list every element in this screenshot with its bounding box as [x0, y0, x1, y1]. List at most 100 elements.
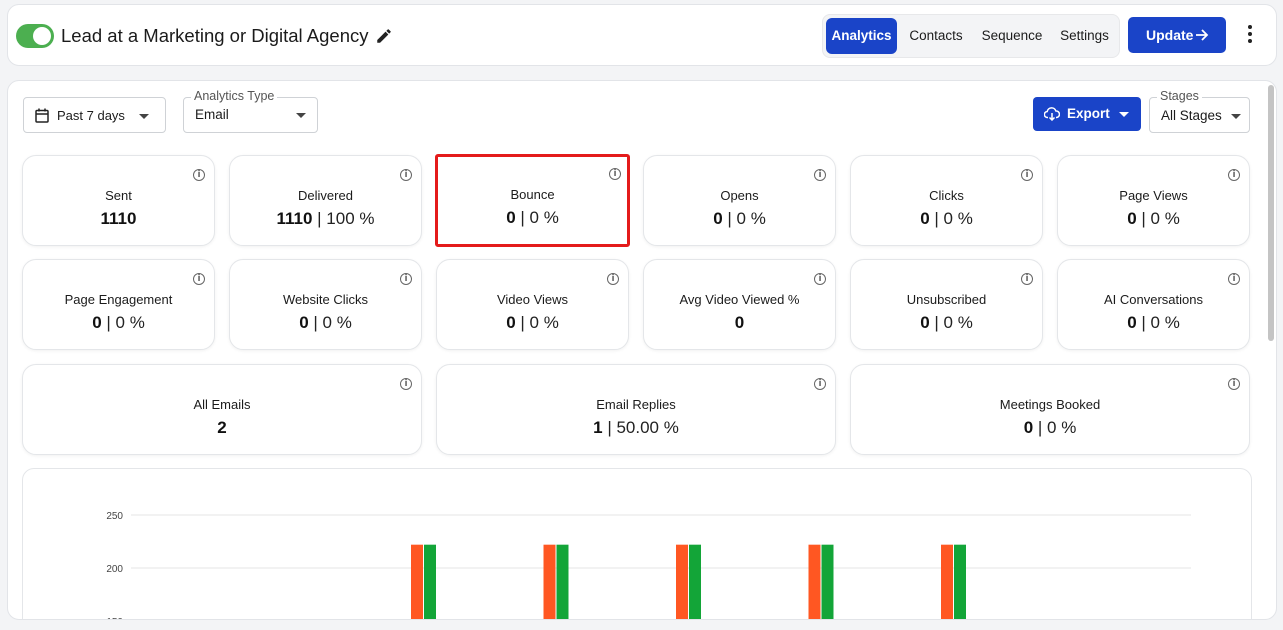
info-icon[interactable]: i: [400, 378, 412, 390]
tab-contacts[interactable]: Contacts: [909, 28, 963, 43]
bar: [411, 544, 423, 619]
export-label: Export: [1067, 106, 1110, 121]
metric-label: Clicks: [929, 188, 964, 203]
metric-card-ai-conversations: AI Conversations 0 | 0 % i: [1057, 259, 1250, 350]
info-icon[interactable]: i: [1228, 273, 1240, 285]
info-icon[interactable]: i: [193, 169, 205, 181]
info-icon[interactable]: i: [1228, 378, 1240, 390]
metric-value: 0 | 0 %: [1127, 209, 1180, 228]
update-button[interactable]: Update: [1128, 17, 1226, 53]
metric-value: 1110 | 100 %: [276, 209, 375, 228]
stages-legend: Stages: [1157, 89, 1202, 103]
date-range-select[interactable]: Past 7 days: [23, 97, 166, 133]
arrow-right-icon: [1196, 29, 1209, 41]
stages-select[interactable]: Stages All Stages: [1149, 89, 1250, 133]
tab-sequence[interactable]: Sequence: [981, 28, 1043, 43]
chevron-down-icon: [1119, 112, 1129, 117]
info-icon[interactable]: i: [1021, 273, 1033, 285]
metric-card-opens: Opens 0 | 0 % i: [643, 155, 836, 246]
metric-label: Email Replies: [596, 397, 676, 412]
bar: [821, 544, 834, 619]
metric-label: All Emails: [193, 397, 251, 412]
metric-value: 0 | 0 %: [1127, 313, 1180, 332]
metric-label: Page Views: [1119, 188, 1188, 203]
metric-label: Delivered: [298, 188, 353, 203]
metric-label: Sent: [105, 188, 132, 203]
metric-label: Video Views: [496, 292, 569, 307]
metric-card-clicks: Clicks 0 | 0 % i: [850, 155, 1043, 246]
bar: [543, 544, 556, 619]
bar-chart: 250 200 150: [106, 511, 1191, 619]
chevron-down-icon: [1231, 114, 1241, 119]
metric-card-email-replies: Email Replies 1 | 50.00 % i: [436, 364, 836, 455]
bar: [424, 544, 436, 619]
y-tick-label: 250: [106, 511, 123, 522]
info-icon[interactable]: i: [400, 169, 412, 181]
tab-settings[interactable]: Settings: [1060, 28, 1109, 43]
metric-value: 0 | 0 %: [506, 313, 559, 332]
metric-value: 1 | 50.00 %: [593, 418, 679, 437]
metric-value: 0 | 0 %: [506, 208, 559, 227]
info-icon[interactable]: i: [400, 273, 412, 285]
info-icon[interactable]: i: [1021, 169, 1033, 181]
metric-label: Meetings Booked: [999, 397, 1101, 412]
bar: [941, 544, 953, 619]
info-icon[interactable]: i: [607, 273, 619, 285]
metric-label: Website Clicks: [282, 292, 368, 307]
metric-label: Unsubscribed: [906, 292, 987, 307]
y-tick-label: 200: [106, 564, 123, 575]
metric-card-page-views: Page Views 0 | 0 % i: [1057, 155, 1250, 246]
metric-value: 0 | 0 %: [92, 313, 145, 332]
metric-label: Opens: [720, 188, 759, 203]
campaign-title: Lead at a Marketing or Digital Agency: [61, 25, 369, 46]
metric-label: AI Conversations: [1104, 292, 1203, 307]
metric-value: 0: [734, 313, 745, 332]
metric-value: 0 | 0 %: [920, 209, 973, 228]
email-activity-chart: 250 200 150: [22, 468, 1252, 619]
metric-value: 0 | 0 %: [713, 209, 766, 228]
metric-label: Page Engagement: [64, 292, 173, 307]
info-icon[interactable]: i: [814, 378, 826, 390]
metric-card-page-engagement: Page Engagement 0 | 0 % i: [22, 259, 215, 350]
analytics-type-value: Email: [195, 107, 229, 122]
update-button-label: Update: [1146, 27, 1194, 43]
tab-analytics[interactable]: Analytics: [826, 18, 897, 54]
bar: [556, 544, 569, 619]
stages-value: All Stages: [1161, 108, 1222, 123]
info-icon[interactable]: i: [609, 168, 621, 180]
bar: [689, 544, 701, 619]
analytics-panel: Past 7 days Analytics Type Email Export …: [7, 80, 1277, 620]
info-icon[interactable]: i: [193, 273, 205, 285]
chevron-down-icon: [296, 113, 306, 118]
export-button[interactable]: Export: [1033, 97, 1141, 131]
metric-card-sent: Sent 1110 i: [22, 155, 215, 246]
more-options-icon[interactable]: [1244, 23, 1256, 45]
info-icon[interactable]: i: [1228, 169, 1240, 181]
bar: [808, 544, 821, 619]
metric-value: 1110: [100, 209, 137, 228]
metric-card-website-clicks: Website Clicks 0 | 0 % i: [229, 259, 422, 350]
campaign-active-toggle[interactable]: [16, 24, 54, 48]
date-range-label: Past 7 days: [57, 108, 125, 123]
chevron-down-icon: [139, 114, 149, 119]
tab-bar: Analytics Contacts Sequence Settings: [822, 14, 1120, 58]
campaign-header: Lead at a Marketing or Digital Agency An…: [7, 4, 1277, 66]
scrollbar[interactable]: [1268, 85, 1274, 341]
metric-card-all-emails: All Emails 2 i: [22, 364, 422, 455]
cloud-download-icon: [1044, 107, 1060, 121]
analytics-type-legend: Analytics Type: [191, 89, 278, 103]
pencil-icon[interactable]: [375, 27, 393, 45]
bar: [954, 544, 966, 619]
metric-value: 0 | 0 %: [1023, 418, 1077, 437]
metric-card-delivered: Delivered 1110 | 100 % i: [229, 155, 422, 246]
metric-card-avg-video-viewed: Avg Video Viewed % 0 i: [643, 259, 836, 350]
info-icon[interactable]: i: [814, 273, 826, 285]
analytics-type-select[interactable]: Analytics Type Email: [183, 89, 318, 133]
toggle-knob: [33, 27, 51, 45]
info-icon[interactable]: i: [814, 169, 826, 181]
metric-card-bounce: Bounce 0 | 0 % i: [435, 154, 630, 247]
calendar-icon: [35, 108, 49, 123]
metric-value: 2: [217, 418, 227, 437]
metric-card-meetings-booked: Meetings Booked 0 | 0 % i: [850, 364, 1250, 455]
bar: [676, 544, 688, 619]
